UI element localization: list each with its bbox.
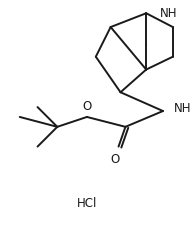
Text: NH: NH (174, 101, 191, 114)
Text: HCl: HCl (77, 197, 97, 210)
Text: O: O (82, 100, 91, 113)
Text: NH: NH (160, 7, 177, 20)
Text: O: O (110, 152, 119, 165)
